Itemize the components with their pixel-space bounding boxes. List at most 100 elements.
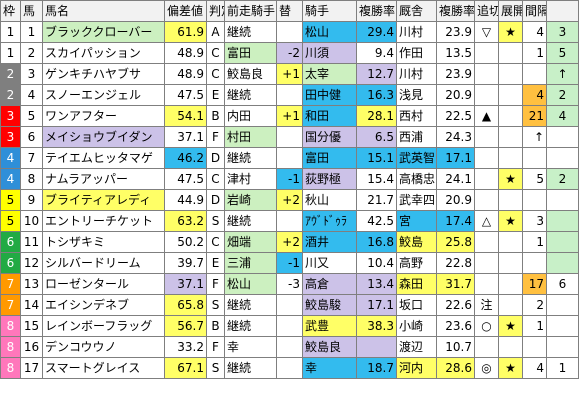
frame-cell: 4	[0, 147, 21, 169]
pace-mark	[498, 189, 523, 211]
interval: 3	[522, 210, 547, 232]
jockey-change	[276, 210, 303, 232]
deviation-value: 39.7	[164, 252, 207, 274]
jockey-place-rate: 16.8	[356, 231, 397, 253]
jockey-change	[276, 21, 303, 43]
previous-jockey: 継続	[224, 84, 277, 106]
horse-name: エントリーチケット	[42, 210, 165, 232]
previous-jockey: 内田	[224, 105, 277, 127]
horse-name: ナムラアッパー	[42, 168, 165, 190]
horse-number: 14	[20, 294, 43, 316]
extra-value	[546, 189, 579, 211]
workout-mark: △	[474, 210, 499, 232]
stable-place-rate: 22.8	[436, 252, 475, 274]
grade: E	[206, 252, 225, 274]
jockey: 幸	[302, 357, 357, 379]
previous-jockey: 継続	[224, 147, 277, 169]
header-frame: 枠	[0, 0, 21, 22]
jockey-place-rate: 9.4	[356, 42, 397, 64]
frame-cell: 8	[0, 336, 21, 358]
horse-number: 6	[20, 126, 43, 148]
workout-mark	[474, 147, 499, 169]
jockey: 国分優	[302, 126, 357, 148]
extra-value: 5	[546, 42, 579, 64]
stable-place-rate: 25.8	[436, 231, 475, 253]
header-jrate: 複勝率	[356, 0, 397, 22]
horse-name: シルバードリーム	[42, 252, 165, 274]
racecard-table: 枠 馬 馬名 偏差値 判定 前走騎手 替 騎手 複勝率 厩舎 複勝率 追切 展開…	[0, 0, 579, 379]
table-row: 4 8 ナムラアッパー 47.5 C 津村 -1 荻野極 15.4 高橋忠 24.1 ★ 5 2	[0, 168, 579, 190]
stable: 森田	[396, 273, 437, 295]
previous-jockey: 三浦	[224, 252, 277, 274]
pace-mark	[498, 42, 523, 64]
grade: E	[206, 84, 225, 106]
stable-place-rate: 22.6	[436, 294, 475, 316]
frame-cell: 6	[0, 252, 21, 274]
jockey-change	[276, 357, 303, 379]
stable: 鮫島	[396, 231, 437, 253]
pace-mark: ★	[498, 21, 523, 43]
frame-cell: 8	[0, 315, 21, 337]
horse-name: ゲンキチハヤブサ	[42, 63, 165, 85]
interval: 4	[522, 21, 547, 43]
table-row: 6 12 シルバードリーム 39.7 E 三浦 -1 川又 10.4 高野 22.8	[0, 252, 579, 274]
extra-value	[546, 336, 579, 358]
jockey: 松山	[302, 21, 357, 43]
interval: 5	[522, 168, 547, 190]
pace-mark	[498, 231, 523, 253]
extra-value	[546, 147, 579, 169]
stable: 西村	[396, 105, 437, 127]
pace-mark	[498, 105, 523, 127]
workout-mark	[474, 189, 499, 211]
pace-mark	[498, 84, 523, 106]
jockey-change	[276, 84, 303, 106]
jockey-place-rate: 18.7	[356, 357, 397, 379]
previous-jockey: 鮫島良	[224, 63, 277, 85]
table-row: 7 13 ローゼンタール 37.1 F 松山 -3 高倉 13.4 森田 31.7 17 6	[0, 273, 579, 295]
jockey-change	[276, 126, 303, 148]
pace-mark: ★	[498, 315, 523, 337]
stable-place-rate: 20.9	[436, 189, 475, 211]
frame-cell: 1	[0, 42, 21, 64]
jockey-place-rate: 6.5	[356, 126, 397, 148]
jockey: 高倉	[302, 273, 357, 295]
jockey-place-rate	[356, 336, 397, 358]
previous-jockey: 継続	[224, 294, 277, 316]
header-row: 枠 馬 馬名 偏差値 判定 前走騎手 替 騎手 複勝率 厩舎 複勝率 追切 展開…	[0, 0, 579, 22]
horse-name: レインボーフラッグ	[42, 315, 165, 337]
stable: 宮	[396, 210, 437, 232]
pace-mark	[498, 273, 523, 295]
extra-value: 2	[546, 84, 579, 106]
frame-cell: 2	[0, 63, 21, 85]
jockey-change: +2	[276, 231, 303, 253]
interval	[522, 189, 547, 211]
jockey-place-rate: 15.1	[356, 147, 397, 169]
previous-jockey: 幸	[224, 336, 277, 358]
horse-name: ブラッククローバー	[42, 21, 165, 43]
horse-name: テイエムヒッタマゲ	[42, 147, 165, 169]
jockey-place-rate: 12.7	[356, 63, 397, 85]
stable-place-rate: 23.6	[436, 315, 475, 337]
grade: F	[206, 126, 225, 148]
stable-place-rate: 10.7	[436, 336, 475, 358]
table-row: 8 15 レインボーフラッグ 56.7 B 継続 武豊 38.3 小崎 23.6 ○ ★ 1	[0, 315, 579, 337]
jockey-place-rate: 21.7	[356, 189, 397, 211]
grade: S	[206, 294, 225, 316]
jockey-change: -1	[276, 168, 303, 190]
pace-mark: ★	[498, 168, 523, 190]
horse-name: スカイパッション	[42, 42, 165, 64]
jockey-place-rate: 29.4	[356, 21, 397, 43]
frame-cell: 1	[0, 21, 21, 43]
stable: 川村	[396, 21, 437, 43]
previous-jockey: 継続	[224, 210, 277, 232]
horse-number: 9	[20, 189, 43, 211]
table-row: 5 9 ブライティアレディ 44.9 D 岩崎 +2 秋山 21.7 武幸四 20.9	[0, 189, 579, 211]
horse-name: デンコウウノ	[42, 336, 165, 358]
deviation-value: 37.1	[164, 126, 207, 148]
table-row: 8 17 スマートグレイス 67.1 S 継続 幸 18.7 河内 28.6 ◎ ★ 4 1	[0, 357, 579, 379]
stable: 小崎	[396, 315, 437, 337]
workout-mark	[474, 63, 499, 85]
grade: A	[206, 21, 225, 43]
horse-number: 11	[20, 231, 43, 253]
workout-mark	[474, 42, 499, 64]
